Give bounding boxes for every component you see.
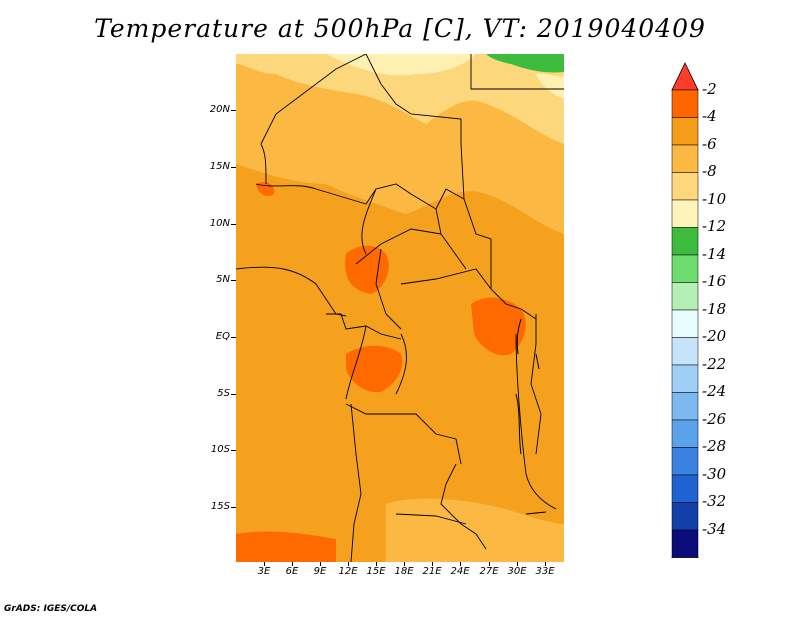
- colorbar-segment: [671, 392, 699, 421]
- colorbar-label: -10: [702, 190, 727, 208]
- lon-tick: [489, 562, 490, 566]
- colorbar-label: -32: [702, 492, 727, 510]
- lat-label: 15S: [210, 501, 230, 512]
- shading-north-light: [236, 54, 564, 144]
- colorbar-segment: [671, 89, 699, 118]
- lat-tick: [231, 110, 236, 111]
- lon-tick: [348, 562, 349, 566]
- lon-label: 9E: [313, 566, 327, 577]
- lat-label: EQ: [215, 331, 230, 342]
- hot-patch-congo: [346, 345, 403, 393]
- colorbar-label: -4: [702, 107, 717, 125]
- lat-tick: [231, 167, 236, 168]
- lat-label: 15N: [209, 161, 230, 172]
- lon-label: 21E: [422, 566, 442, 577]
- colorbar-label: -24: [702, 382, 727, 400]
- lakes: [515, 318, 547, 515]
- colorbar-label: -28: [702, 437, 727, 455]
- colorbar-segment: [671, 309, 699, 338]
- colorbar-label: -14: [702, 245, 727, 263]
- colorbar-segment: [671, 144, 699, 173]
- lon-label: 6E: [285, 566, 299, 577]
- lon-tick: [320, 562, 321, 566]
- colorbar-label: -16: [702, 272, 727, 290]
- lon-tick: [517, 562, 518, 566]
- colorbar-label: -30: [702, 465, 727, 483]
- colorbar-top-arrow: [671, 62, 699, 91]
- lon-label: 15E: [366, 566, 386, 577]
- colorbar-label: -20: [702, 327, 727, 345]
- colorbar-segment: [671, 447, 699, 476]
- lon-tick: [292, 562, 293, 566]
- lat-tick: [231, 224, 236, 225]
- hot-patch-sw: [236, 531, 336, 562]
- lat-tick: [231, 507, 236, 508]
- map-canvas: [236, 54, 564, 562]
- colorbar-segment: [671, 364, 699, 393]
- lon-tick: [376, 562, 377, 566]
- shading-north-pale: [326, 54, 476, 76]
- colorbar-label: -12: [702, 217, 727, 235]
- colorbar-segment: [671, 474, 699, 503]
- shading-ne-pale: [536, 73, 564, 99]
- lon-tick: [460, 562, 461, 566]
- colorbar-label: -6: [702, 135, 717, 153]
- shading-green: [486, 54, 564, 73]
- lon-label: 12E: [338, 566, 358, 577]
- colorbar-segment: [671, 502, 699, 531]
- colorbar-segment: [671, 282, 699, 311]
- map-title: Temperature at 500hPa [C], VT: 201904040…: [94, 14, 706, 43]
- lat-tick: [231, 394, 236, 395]
- lon-label: 24E: [450, 566, 470, 577]
- colorbar-segment: [671, 199, 699, 228]
- temperature-map: [236, 54, 564, 562]
- colorbar-label: -26: [702, 410, 727, 428]
- lon-tick: [404, 562, 405, 566]
- colorbar-bottom-arrow: [671, 557, 699, 558]
- lat-label: 5S: [217, 388, 230, 399]
- colorbar-segment: [671, 337, 699, 366]
- lon-label: 18E: [394, 566, 414, 577]
- lon-tick: [264, 562, 265, 566]
- lon-label: 3E: [257, 566, 271, 577]
- shading-west: [236, 164, 306, 326]
- lat-label: 10N: [209, 218, 230, 229]
- lon-tick: [545, 562, 546, 566]
- colorbar-segment: [671, 419, 699, 448]
- lon-label: 33E: [535, 566, 555, 577]
- hot-patch-cameroon: [345, 245, 389, 294]
- lat-label: 5N: [216, 274, 230, 285]
- shading-south: [386, 498, 564, 562]
- colorbar-label: -22: [702, 355, 727, 373]
- colorbar-label: -18: [702, 300, 727, 318]
- colorbar-segment: [671, 529, 699, 558]
- colorbar-segment: [671, 254, 699, 283]
- lon-label: 27E: [479, 566, 499, 577]
- lat-label: 10S: [210, 444, 230, 455]
- colorbar: [671, 62, 699, 558]
- colorbar-label: -34: [702, 520, 727, 538]
- lat-tick: [231, 337, 236, 338]
- colorbar-segment: [671, 117, 699, 146]
- lat-tick: [231, 450, 236, 451]
- colorbar-segment: [671, 227, 699, 256]
- colorbar-segment: [671, 172, 699, 201]
- colorbar-label: -2: [702, 80, 717, 98]
- hot-patch-east: [471, 297, 526, 356]
- lon-label: 30E: [507, 566, 527, 577]
- colorbar-label: -8: [702, 162, 717, 180]
- lat-label: 20N: [209, 104, 230, 115]
- lat-tick: [231, 280, 236, 281]
- lon-tick: [432, 562, 433, 566]
- country-borders: [236, 54, 564, 562]
- grads-credit: GrADS: IGES/COLA: [4, 604, 98, 614]
